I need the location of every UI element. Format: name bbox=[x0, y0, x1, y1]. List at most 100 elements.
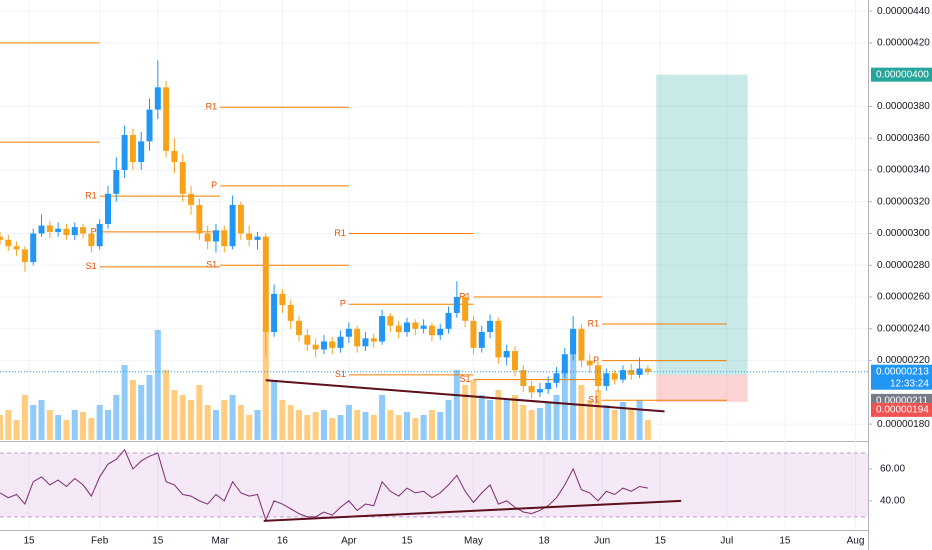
rsi-band bbox=[0, 452, 868, 517]
volume-bar bbox=[644, 420, 651, 440]
x-tick-label: Aug bbox=[847, 536, 865, 547]
candle-body bbox=[88, 233, 95, 247]
price-tag-label: 0.00000213 bbox=[876, 366, 929, 377]
candle-body bbox=[179, 162, 186, 194]
price-tag bbox=[871, 67, 932, 82]
candle-body bbox=[296, 320, 303, 336]
volume-bar bbox=[561, 370, 568, 440]
candle-body bbox=[320, 341, 327, 350]
candle-body bbox=[38, 225, 45, 234]
volume-bar bbox=[146, 375, 153, 440]
candle-body bbox=[154, 87, 161, 110]
volume-bar bbox=[636, 400, 643, 440]
pivot-label: S1 bbox=[335, 369, 346, 379]
candle-body bbox=[619, 370, 626, 380]
volume-bar bbox=[5, 410, 12, 440]
pivot-label: R1 bbox=[588, 318, 600, 328]
candle-body bbox=[279, 293, 286, 305]
volume-bar bbox=[88, 418, 95, 440]
volume-bar bbox=[437, 412, 444, 440]
candle-body bbox=[13, 246, 20, 250]
volume-bar bbox=[21, 395, 28, 440]
candle-body bbox=[46, 225, 53, 232]
candle-body bbox=[163, 87, 170, 151]
volume-bar bbox=[229, 395, 236, 440]
y-tick-label: 0.00000440 bbox=[877, 6, 930, 17]
x-tick-label: May bbox=[464, 536, 483, 547]
price-tag bbox=[871, 402, 932, 417]
candle-body bbox=[644, 368, 651, 372]
candle-body bbox=[628, 370, 635, 375]
candle-body bbox=[595, 365, 602, 386]
candle-body bbox=[520, 370, 527, 386]
volume-bar bbox=[528, 410, 535, 440]
candle-body bbox=[536, 389, 543, 393]
volume-bar bbox=[246, 415, 253, 440]
y-tick-label: 0.00000220 bbox=[877, 355, 930, 366]
x-tick-label: Apr bbox=[341, 536, 357, 547]
candle-body bbox=[129, 135, 136, 163]
candle-body bbox=[329, 341, 336, 348]
pivot-label: R1 bbox=[334, 228, 346, 238]
volume-bar bbox=[129, 380, 136, 440]
volume-bar bbox=[188, 400, 195, 440]
volume-bar bbox=[412, 418, 419, 440]
volume-bar bbox=[221, 400, 228, 440]
pivot-label: P bbox=[340, 299, 346, 309]
volume-bar bbox=[320, 410, 327, 440]
volume-bar bbox=[428, 410, 435, 440]
candle-body bbox=[561, 354, 568, 374]
volume-bar bbox=[503, 400, 510, 440]
candle-body bbox=[503, 351, 510, 358]
volume-bar bbox=[337, 415, 344, 440]
volume-bar bbox=[237, 405, 244, 440]
volume-bar bbox=[179, 395, 186, 440]
candle-body bbox=[511, 351, 518, 371]
candle-body bbox=[188, 193, 195, 205]
candle-body bbox=[578, 328, 585, 361]
rsi-line bbox=[0, 448, 648, 522]
pivot-label: S1 bbox=[459, 374, 470, 384]
candle-body bbox=[570, 328, 577, 355]
volume-bar bbox=[329, 418, 336, 440]
volume-bar bbox=[362, 412, 369, 440]
x-tick-label: Feb bbox=[91, 536, 109, 547]
volume-bar bbox=[619, 402, 626, 440]
price-tag-label: 0.00000400 bbox=[876, 69, 929, 80]
candle-body bbox=[262, 236, 269, 332]
volume-bar bbox=[545, 402, 552, 440]
candle-body bbox=[487, 320, 494, 332]
candle-body bbox=[478, 331, 485, 348]
candle-body bbox=[254, 236, 261, 240]
candle-body bbox=[237, 204, 244, 234]
volume-bar bbox=[0, 415, 3, 440]
candle-body bbox=[603, 373, 610, 386]
rsi-tick-label: 60.00 bbox=[880, 464, 905, 475]
candle-body bbox=[370, 338, 377, 342]
candle-body bbox=[71, 227, 78, 236]
price-tag bbox=[871, 364, 932, 379]
y-tick-label: 0.00000340 bbox=[877, 165, 930, 176]
volume-bar bbox=[212, 410, 219, 440]
volume-bar bbox=[254, 410, 261, 440]
volume-bar bbox=[204, 405, 211, 440]
volume-bar bbox=[487, 400, 494, 440]
volume-bar bbox=[462, 385, 469, 440]
volume-bar bbox=[404, 412, 411, 440]
candle-body bbox=[171, 150, 178, 163]
candle-body bbox=[387, 316, 394, 326]
candle-body bbox=[453, 297, 460, 313]
candle-body bbox=[196, 204, 203, 234]
volume-bar bbox=[121, 365, 128, 440]
countdown: 12:33:24 bbox=[890, 378, 929, 389]
pivot-label: P bbox=[593, 355, 599, 365]
x-tick-label: Jul bbox=[720, 536, 733, 547]
volume-bar bbox=[80, 412, 87, 440]
volume-bar bbox=[296, 410, 303, 440]
candle-body bbox=[395, 325, 402, 332]
volume-bar bbox=[196, 385, 203, 440]
volume-bar bbox=[628, 408, 635, 440]
x-tick-label: Mar bbox=[211, 536, 229, 547]
candle-body bbox=[138, 141, 145, 163]
